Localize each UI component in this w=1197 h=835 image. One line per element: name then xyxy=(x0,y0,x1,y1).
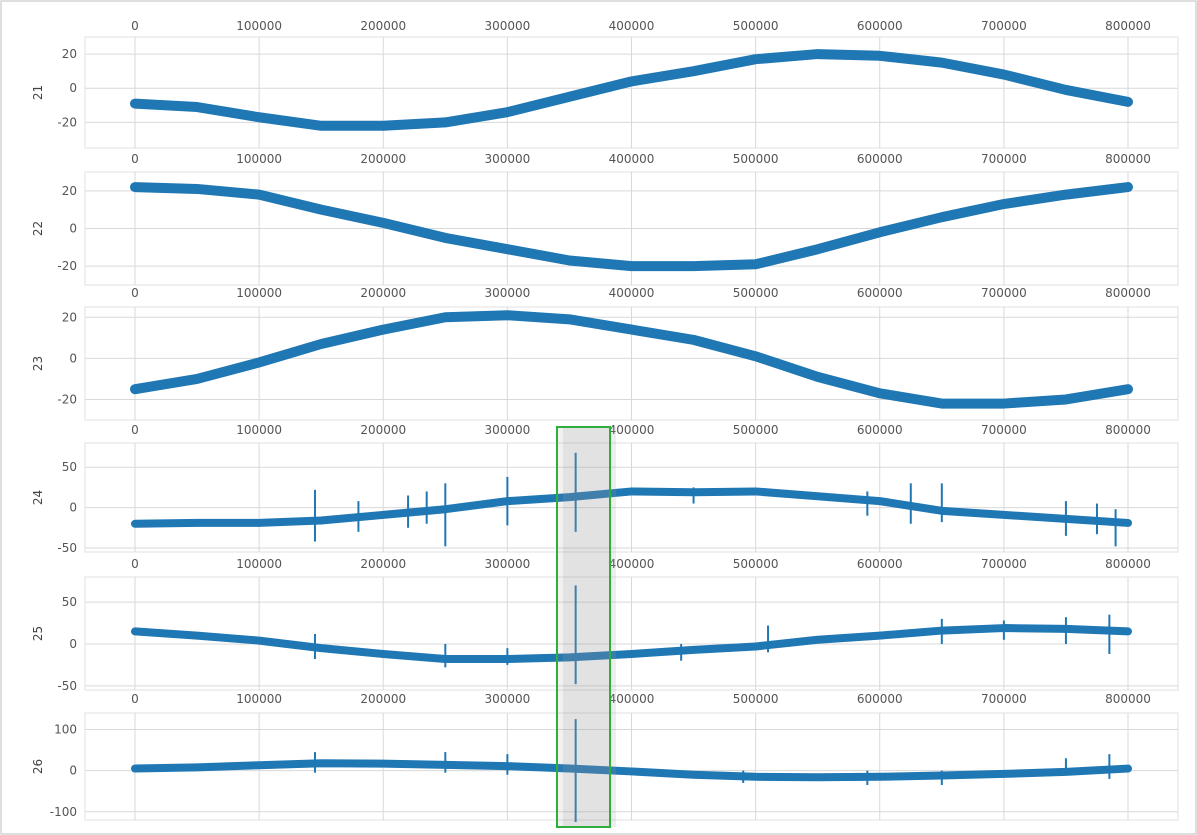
x-tick-label: 500000 xyxy=(733,557,779,571)
x-tick-label: 800000 xyxy=(1105,286,1151,300)
x-tick-label: 300000 xyxy=(484,423,530,437)
y-axis-label: 23 xyxy=(31,356,45,371)
x-tick-label: 800000 xyxy=(1105,152,1151,166)
x-tick-label: 800000 xyxy=(1105,557,1151,571)
y-tick-label: 0 xyxy=(69,351,77,365)
x-tick-label: 200000 xyxy=(360,423,406,437)
x-tick-label: 100000 xyxy=(236,152,282,166)
x-tick-label: 300000 xyxy=(484,692,530,706)
x-tick-label: 100000 xyxy=(236,423,282,437)
x-tick-label: 600000 xyxy=(857,19,903,33)
x-tick-label: 600000 xyxy=(857,692,903,706)
x-tick-label: 800000 xyxy=(1105,692,1151,706)
x-tick-label: 200000 xyxy=(360,692,406,706)
x-tick-label: 400000 xyxy=(609,692,655,706)
highlight-box xyxy=(556,426,611,828)
x-tick-label: 0 xyxy=(131,423,139,437)
x-tick-label: 600000 xyxy=(857,423,903,437)
y-tick-label: 20 xyxy=(62,47,77,61)
x-tick-label: 700000 xyxy=(981,152,1027,166)
y-tick-label: -20 xyxy=(57,259,77,273)
x-tick-label: 400000 xyxy=(609,286,655,300)
panel-24: 50 0 -50 24 xyxy=(31,442,1179,555)
y-tick-label: 100 xyxy=(54,722,77,736)
y-tick-label: 0 xyxy=(69,764,77,778)
x-tick-label: 500000 xyxy=(733,423,779,437)
y-tick-label: 0 xyxy=(69,222,77,236)
x-tick-label: 700000 xyxy=(981,557,1027,571)
series-line xyxy=(131,759,1132,782)
highlight-fill xyxy=(557,427,610,827)
x-tick-label: 600000 xyxy=(857,286,903,300)
y-axis-label: 21 xyxy=(31,85,45,100)
x-tick-label: 200000 xyxy=(360,286,406,300)
y-tick-label: 0 xyxy=(69,81,77,95)
y-tick-label: 50 xyxy=(62,460,77,474)
y-tick-label: 0 xyxy=(69,637,77,651)
x-tick-label: 300000 xyxy=(484,152,530,166)
x-tick-label: 100000 xyxy=(236,692,282,706)
x-tick-label: 0 xyxy=(131,152,139,166)
y-tick-label: 50 xyxy=(62,595,77,609)
x-tick-label: 700000 xyxy=(981,423,1027,437)
x-tick-label: 500000 xyxy=(733,286,779,300)
x-tick-label: 0 xyxy=(131,19,139,33)
highlight-shadow xyxy=(563,427,616,827)
y-axis-label: 26 xyxy=(31,759,45,774)
x-tick-label: 300000 xyxy=(484,19,530,33)
x-tick-label: 800000 xyxy=(1105,19,1151,33)
y-tick-label: 20 xyxy=(62,310,77,324)
x-tick-label: 300000 xyxy=(484,557,530,571)
panel-26: 100 0 -100 26 xyxy=(31,712,1179,823)
x-tick-label: 300000 xyxy=(484,286,530,300)
x-tick-label: 500000 xyxy=(733,19,779,33)
x-tick-label: 100000 xyxy=(236,286,282,300)
x-tick-label: 600000 xyxy=(857,152,903,166)
x-tick-label: 600000 xyxy=(857,557,903,571)
series-line xyxy=(131,487,1132,528)
panel-23: 20 0 -20 23 xyxy=(31,306,1179,421)
x-tick-label: 700000 xyxy=(981,286,1027,300)
x-tick-label: 800000 xyxy=(1105,423,1151,437)
x-tick-label: 0 xyxy=(131,557,139,571)
y-tick-label: -100 xyxy=(50,805,77,819)
x-tick-label: 200000 xyxy=(360,19,406,33)
x-tick-label: 400000 xyxy=(609,423,655,437)
x-tick-label: 700000 xyxy=(981,19,1027,33)
y-tick-label: -20 xyxy=(57,392,77,406)
panel-21: 20 0 -20 21 xyxy=(31,36,1179,149)
x-tick-label: 500000 xyxy=(733,152,779,166)
x-tick-label: 700000 xyxy=(981,692,1027,706)
y-tick-label: -50 xyxy=(57,679,77,693)
panel-22: 20 0 -20 22 xyxy=(31,171,1179,286)
x-tick-label: 0 xyxy=(131,286,139,300)
y-tick-label: -50 xyxy=(57,541,77,555)
y-axis-label: 24 xyxy=(31,490,45,505)
series-line xyxy=(130,182,1133,272)
series-line xyxy=(130,310,1133,409)
x-tick-label: 200000 xyxy=(360,152,406,166)
panel-25: 50 0 -50 25 xyxy=(31,576,1179,693)
y-tick-label: 20 xyxy=(62,184,77,198)
y-axis-label: 25 xyxy=(31,626,45,641)
y-tick-label: 0 xyxy=(69,501,77,515)
x-tick-label: 100000 xyxy=(236,557,282,571)
x-tick-label: 0 xyxy=(131,692,139,706)
x-tick-label: 400000 xyxy=(609,152,655,166)
x-tick-label: 200000 xyxy=(360,557,406,571)
y-tick-label: -20 xyxy=(57,115,77,129)
x-tick-label: 400000 xyxy=(609,19,655,33)
x-tick-label: 500000 xyxy=(733,692,779,706)
x-tick-label: 400000 xyxy=(609,557,655,571)
x-tick-label: 100000 xyxy=(236,19,282,33)
y-axis-label: 22 xyxy=(31,221,45,236)
series-line xyxy=(130,49,1133,131)
series-line xyxy=(131,624,1132,664)
